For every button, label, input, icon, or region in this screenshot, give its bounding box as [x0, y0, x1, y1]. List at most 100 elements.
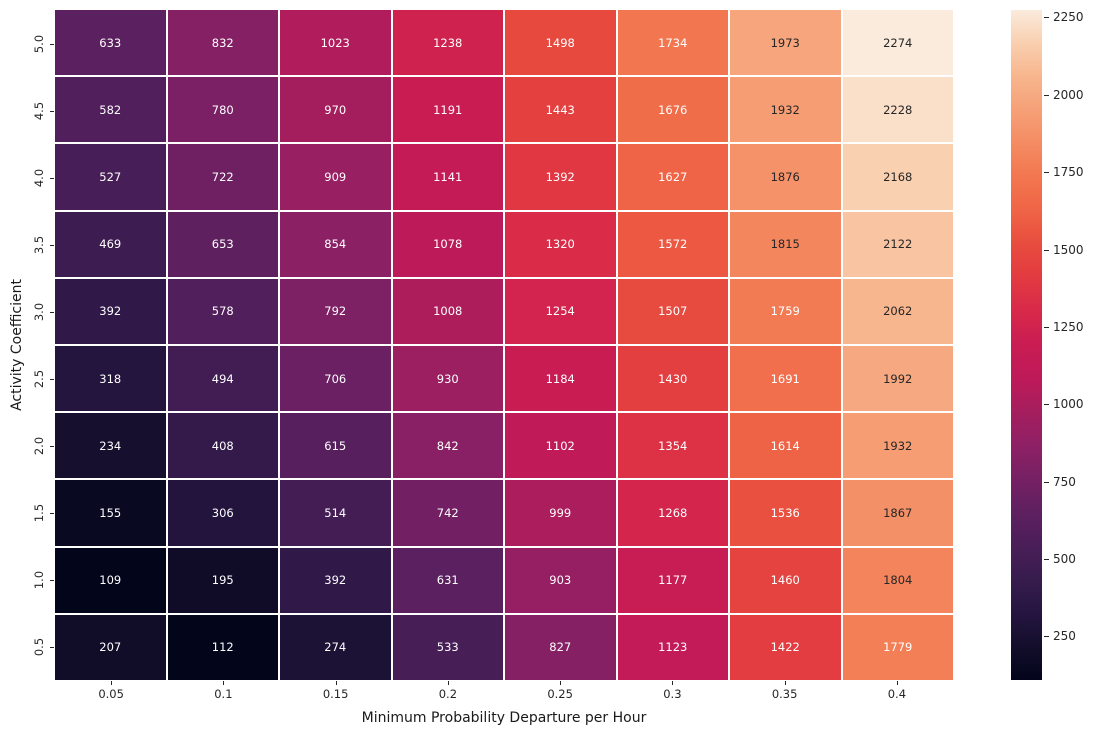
heatmap-cell: 392 [280, 547, 391, 613]
heatmap-cell: 1430 [617, 345, 728, 412]
heatmap-cell: 653 [167, 211, 278, 277]
y-tick-mark [50, 244, 54, 246]
heatmap-cell: 1078 [392, 211, 503, 277]
heatmap-cell: 1932 [842, 413, 953, 479]
colorbar-tick-label: 1000 [1053, 397, 1084, 412]
x-tick-label: 0.4 [887, 687, 907, 701]
heatmap-cell: 970 [280, 77, 391, 143]
y-tick-label: 3.5 [32, 235, 46, 254]
y-tick-label: 1.0 [32, 570, 46, 589]
heatmap-cell: 2122 [842, 211, 953, 277]
heatmap-cell: 615 [280, 413, 391, 479]
heatmap-cell: 1443 [505, 77, 616, 143]
colorbar-tick-label: 500 [1053, 551, 1076, 566]
heatmap-cell: 742 [392, 480, 503, 546]
heatmap-cell: 2062 [842, 278, 953, 344]
heatmap-cell: 1238 [392, 10, 503, 76]
y-tick-label: 5.0 [32, 34, 46, 53]
heatmap-cell: 706 [280, 345, 391, 412]
x-tick-label: 0.25 [547, 687, 573, 701]
colorbar-tick-label: 750 [1053, 474, 1076, 489]
colorbar-tick-mark [1044, 636, 1049, 638]
y-tick-label: 2.5 [32, 369, 46, 388]
y-tick-mark [50, 512, 54, 514]
heatmap-cell: 1867 [842, 480, 953, 546]
x-tick-label: 0.05 [98, 687, 124, 701]
heatmap-cell: 633 [55, 10, 166, 76]
colorbar-tick-label: 2250 [1053, 10, 1084, 25]
heatmap-cell: 842 [392, 413, 503, 479]
y-tick-mark [50, 445, 54, 447]
heatmap-cell: 1008 [392, 278, 503, 344]
heatmap-cell: 578 [167, 278, 278, 344]
colorbar-tick-mark [1044, 94, 1049, 96]
y-tick-label: 3.0 [32, 302, 46, 321]
heatmap-cell: 1102 [505, 413, 616, 479]
heatmap-cell: 1320 [505, 211, 616, 277]
heatmap-cell: 234 [55, 413, 166, 479]
colorbar-tick-label: 1250 [1053, 319, 1084, 334]
heatmap-cell: 1191 [392, 77, 503, 143]
heatmap-cell: 1023 [280, 10, 391, 76]
y-tick-mark [50, 177, 54, 179]
heatmap-cell: 1973 [730, 10, 841, 76]
y-tick-label: 0.5 [32, 637, 46, 656]
heatmap-cell: 1992 [842, 345, 953, 412]
heatmap-cell: 1498 [505, 10, 616, 76]
heatmap-cell: 1268 [617, 480, 728, 546]
heatmap-cell: 1184 [505, 345, 616, 412]
y-tick-mark [50, 110, 54, 112]
y-tick-mark [50, 646, 54, 648]
y-tick-label: 4.0 [32, 168, 46, 187]
heatmap-cell: 930 [392, 345, 503, 412]
heatmap-cell: 1507 [617, 278, 728, 344]
heatmap-cell: 274 [280, 614, 391, 680]
x-tick-label: 0.15 [322, 687, 349, 701]
colorbar-tick-mark [1044, 172, 1049, 174]
heatmap-cell: 1536 [730, 480, 841, 546]
heatmap-cell: 1804 [842, 547, 953, 613]
x-tick-mark [111, 681, 113, 685]
heatmap-cell: 2274 [842, 10, 953, 76]
colorbar-tick-mark [1044, 404, 1049, 406]
heatmap-cell: 582 [55, 77, 166, 143]
heatmap-grid: 633 832 1023 1238 1498 1734 1973 2274 582 780 970 1… [55, 10, 953, 680]
x-tick-mark [672, 681, 674, 685]
heatmap-cell: 1177 [617, 547, 728, 613]
heatmap-cell: 469 [55, 211, 166, 277]
heatmap-cell: 1422 [730, 614, 841, 680]
colorbar-tick-mark [1044, 558, 1049, 560]
x-tick-mark [896, 681, 898, 685]
heatmap-cell: 1614 [730, 413, 841, 479]
heatmap-cell: 903 [505, 547, 616, 613]
y-tick-label: 2.0 [32, 436, 46, 455]
colorbar-tick-mark [1044, 17, 1049, 19]
heatmap-cell: 1392 [505, 144, 616, 210]
colorbar-tick-label: 250 [1053, 629, 1076, 644]
heatmap-cell: 1876 [730, 144, 841, 210]
heatmap-cell: 999 [505, 480, 616, 546]
heatmap-cell: 1779 [842, 614, 953, 680]
colorbar [1011, 10, 1042, 680]
colorbar-tick-mark [1044, 249, 1049, 251]
x-tick-label: 0.1 [214, 687, 233, 701]
heatmap-cell: 207 [55, 614, 166, 680]
heatmap-cell: 533 [392, 614, 503, 680]
y-tick-label: 4.5 [32, 101, 46, 120]
x-tick-mark [223, 681, 225, 685]
y-axis-label: Activity Coefficient [9, 279, 25, 411]
heatmap-cell: 1460 [730, 547, 841, 613]
colorbar-tick-mark [1044, 481, 1049, 483]
colorbar-tick-label: 1500 [1053, 242, 1084, 257]
x-axis-label: Minimum Probability Departure per Hour [361, 710, 647, 726]
heatmap-cell: 2228 [842, 77, 953, 143]
heatmap-cell: 1572 [617, 211, 728, 277]
y-tick-label: 1.5 [32, 503, 46, 522]
heatmap-cell: 155 [55, 480, 166, 546]
heatmap-cell: 780 [167, 77, 278, 143]
y-tick-mark [50, 378, 54, 380]
heatmap-cell: 408 [167, 413, 278, 479]
y-tick-mark [50, 43, 54, 45]
heatmap-cell: 1141 [392, 144, 503, 210]
